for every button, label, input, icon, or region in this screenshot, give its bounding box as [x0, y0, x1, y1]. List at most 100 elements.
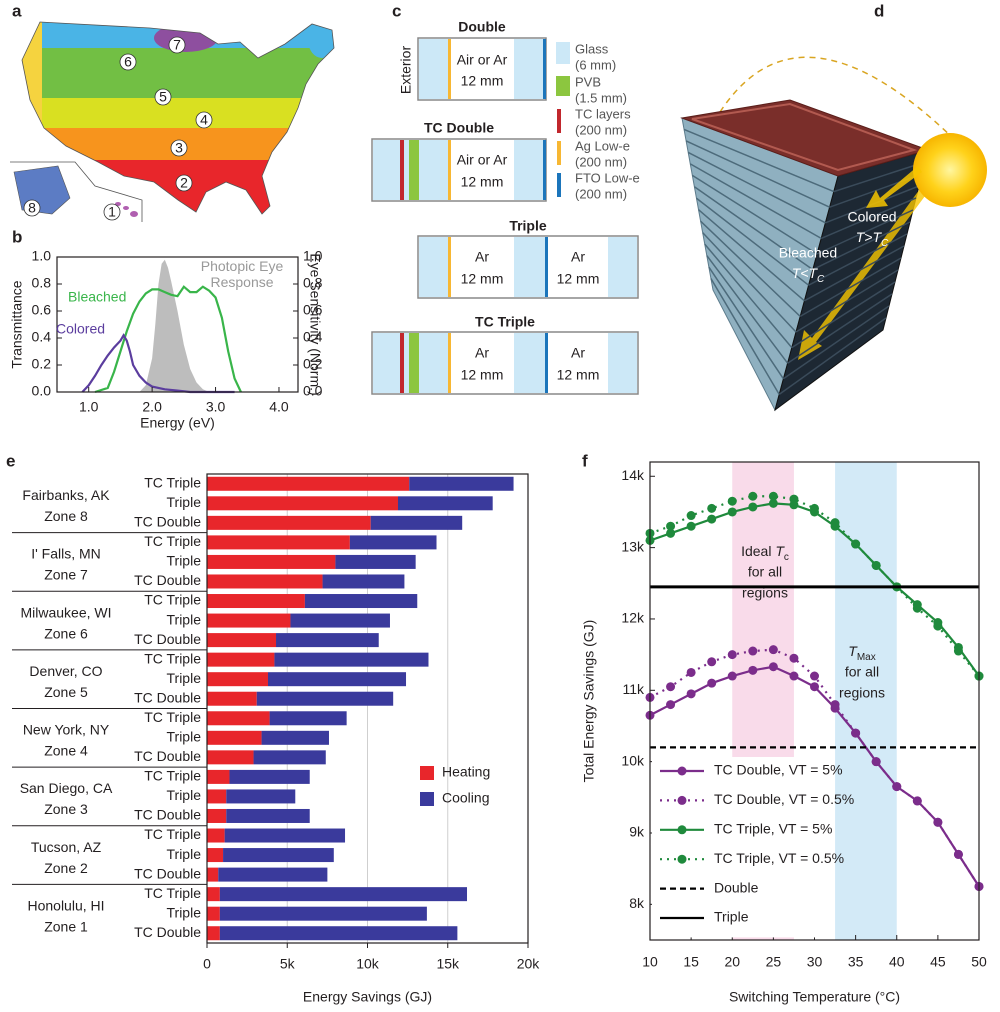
bar: [276, 633, 379, 648]
category-label: Triple: [167, 904, 202, 920]
floor-line: [795, 269, 899, 333]
legend-marker: [677, 825, 687, 835]
legend-detail: (6 mm): [575, 57, 616, 72]
bar: [207, 730, 262, 745]
marker: [933, 621, 943, 631]
panel-letter: e: [6, 451, 15, 470]
y-tick-label: 8k: [629, 895, 645, 911]
band-label-var: T: [775, 543, 785, 559]
series-label: Colored: [56, 321, 105, 337]
category-label: TC Double: [134, 631, 201, 647]
group-label: Fairbanks, AK: [22, 487, 110, 503]
y2-tick-label: 0.8: [303, 275, 323, 291]
series-label: Photopic Eye Response: [200, 258, 284, 290]
x-tick-label: 10: [642, 954, 658, 970]
marker: [830, 700, 840, 710]
floor-line: [698, 209, 805, 302]
panel-letter: a: [12, 1, 22, 20]
x-tick-label: 4.0: [269, 399, 289, 415]
category-label: TC Triple: [144, 592, 201, 608]
floor-line: [702, 232, 797, 333]
y-tick-label: 0.2: [32, 356, 52, 372]
bar: [207, 691, 257, 706]
marker: [768, 662, 778, 672]
marker: [666, 521, 676, 531]
y2-axis-label: Eye Sensitivity (Norm.): [307, 253, 323, 395]
marker: [810, 671, 819, 681]
legend-label: TC Triple, VT = 5%: [714, 821, 832, 837]
bar: [207, 887, 220, 902]
category-label: TC Double: [134, 865, 201, 881]
y2-tick-label: 0.4: [303, 329, 323, 345]
marker: [933, 817, 943, 827]
bar: [207, 906, 220, 921]
us-map: 1 2 3 4 5 6 7 8: [10, 21, 335, 222]
window-title: Triple: [509, 218, 547, 234]
category-label: TC Double: [134, 572, 201, 588]
marker: [871, 757, 881, 767]
marker: [768, 498, 778, 508]
category-label: Triple: [167, 729, 202, 745]
bar: [207, 926, 220, 941]
bar: [207, 554, 336, 569]
floor-line: [691, 174, 818, 255]
bar: [207, 535, 350, 550]
bar: [207, 828, 225, 843]
legend-label: PVB: [575, 74, 601, 89]
marker: [892, 782, 902, 792]
y2-tick-label: 1.0: [303, 248, 323, 264]
state-label: Colored: [847, 209, 896, 225]
x-tick-label: 20: [724, 954, 740, 970]
floor-line: [820, 197, 917, 240]
category-label: TC Triple: [144, 650, 201, 666]
marker: [912, 603, 922, 613]
gap-label: 12 mm: [557, 367, 600, 383]
floor-line: [791, 281, 896, 349]
marker: [686, 511, 696, 521]
category-label: Triple: [167, 494, 202, 510]
zone-label: 5: [159, 89, 167, 105]
gap-label: Air or Ar: [457, 52, 508, 68]
bar: [349, 535, 437, 550]
floor-line: [708, 266, 785, 380]
marker: [686, 521, 696, 531]
x-axis-label: Switching Temperature (°C): [729, 989, 900, 1005]
x-tick-label: 15k: [436, 956, 460, 972]
group-label: San Diego, CA: [20, 780, 113, 796]
marker: [953, 646, 963, 656]
bar: [207, 808, 227, 823]
marker: [707, 514, 717, 524]
marker: [912, 796, 922, 806]
floor-line: [706, 255, 789, 364]
band-label: regions: [839, 685, 885, 701]
floor-line: [808, 233, 908, 286]
marker: [871, 560, 881, 570]
category-label: TC Triple: [144, 709, 201, 725]
y2-tick-label: 0.2: [303, 356, 323, 372]
category-label: TC Triple: [144, 533, 201, 549]
marker: [953, 849, 963, 859]
floor-line: [804, 245, 905, 302]
gap-label: 12 mm: [461, 73, 504, 89]
gap-label: 12 mm: [461, 367, 504, 383]
window-diagram: Exterior Double Air or Ar 12 mm TC Doubl…: [371, 19, 640, 395]
band: [835, 462, 897, 940]
bar: [304, 594, 418, 609]
floor-line: [689, 163, 822, 240]
group-zone: Zone 6: [44, 625, 88, 641]
bar: [274, 652, 429, 667]
marker: [666, 700, 676, 710]
legend-detail: (200 nm): [575, 122, 627, 137]
bar: [207, 574, 323, 589]
y-tick-label: 0.4: [32, 329, 52, 345]
x-tick-label: 35: [848, 954, 864, 970]
band-label-lead: Ideal: [741, 543, 775, 559]
marker: [666, 528, 676, 538]
x-tick-label: 50: [971, 954, 987, 970]
legend-label: Heating: [442, 764, 490, 780]
legend-label: TC Double, VT = 5%: [714, 762, 843, 778]
bar: [290, 613, 390, 628]
marker: [666, 682, 676, 692]
marker: [686, 689, 696, 699]
marker: [789, 653, 799, 663]
